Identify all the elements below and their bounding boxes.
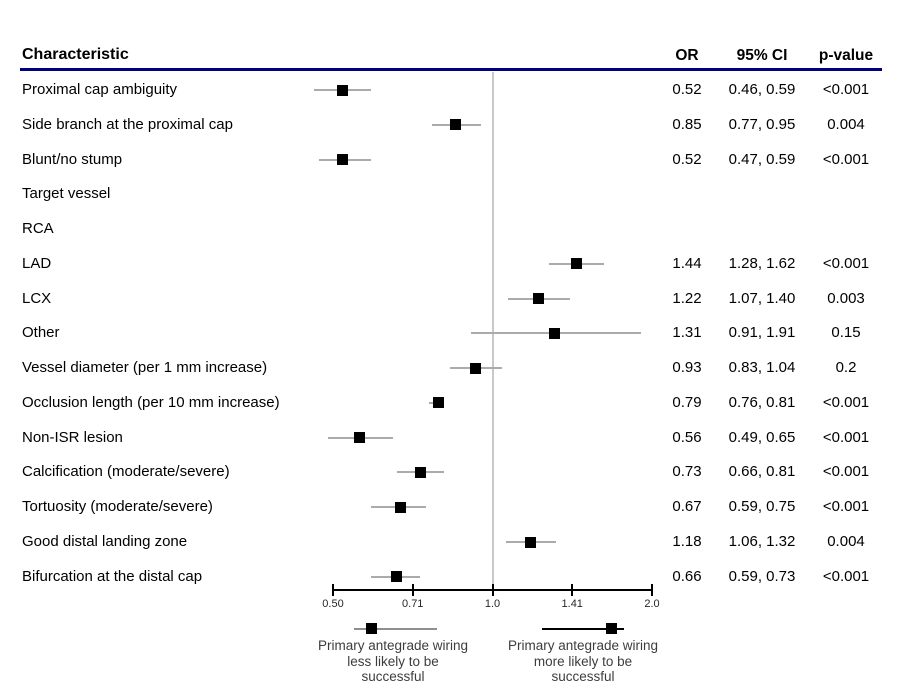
characteristic-header: Characteristic [22,46,129,63]
or-marker [336,84,348,96]
ci-value: 0.46, 0.59 [728,81,796,98]
legend-left-line [354,628,438,630]
or-marker [532,293,544,305]
ci-value: 1.06, 1.32 [728,533,796,550]
or-marker [570,258,582,270]
row-label: Non-ISR lesion [22,428,123,446]
axis-tick-label: 1.0 [484,598,501,610]
p-value: 0.2 [835,359,857,377]
p-value: <0.001 [822,428,870,446]
pvalue-header: p-value [818,47,874,64]
row-label: Blunt/no stump [22,150,123,168]
or-marker [391,571,403,583]
or-marker [353,432,365,444]
or-value: 0.66 [672,567,702,585]
row-label: Bifurcation at the distal cap [22,567,203,585]
p-value: 0.004 [827,533,865,550]
p-value: <0.001 [822,567,870,585]
row-label: Calcification (moderate/severe) [22,463,230,481]
or-value: 0.52 [672,150,702,168]
reference-line [491,72,494,590]
ci-value: 1.28, 1.62 [728,254,796,272]
row-label: Occlusion length (per 10 mm increase) [22,393,280,411]
or-value: 1.22 [672,289,702,307]
row-label: Side branch at the proximal cap [22,115,233,133]
or-marker [449,119,461,131]
row-label: LAD [22,254,52,272]
or-value: 1.44 [672,254,702,272]
or-value: 0.56 [672,428,702,446]
or-marker [414,466,426,478]
axis-tick [411,584,414,596]
axis-tick [491,584,494,596]
legend-left-text: Primary antegrade wiring less likely to … [317,638,469,684]
p-value: 0.004 [827,115,865,133]
or-value: 0.52 [672,81,702,98]
ci-value: 0.59, 0.73 [728,567,796,585]
ci-value: 0.59, 0.75 [728,498,796,516]
legend-right-line [541,628,624,630]
row-label: Tortuosity (moderate/severe) [22,498,213,516]
or-value: 0.73 [672,463,702,481]
row-label: Other [22,324,60,342]
or-value: 0.67 [672,498,702,516]
row-label: Target vessel [22,185,111,203]
p-value: <0.001 [822,463,870,481]
row-label: Vessel diameter (per 1 mm increase) [22,359,268,377]
or-marker [394,501,406,513]
axis-tick-label: 1.41 [561,598,583,610]
or-value: 1.18 [672,533,702,550]
row-label: LCX [22,289,52,307]
ci-header: 95% CI [736,47,788,64]
ci-value: 1.07, 1.40 [728,289,796,307]
p-value: <0.001 [822,81,870,98]
p-value: <0.001 [822,150,870,168]
axis-tick-label: 0.71 [402,598,424,610]
or-marker [470,362,482,374]
or-value: 0.93 [672,359,702,377]
ci-value: 0.49, 0.65 [728,428,796,446]
header-rule [20,68,882,71]
ci-value: 0.76, 0.81 [728,393,796,411]
legend-right-text: Primary antegrade wiring more likely to … [507,638,659,684]
or-value: 0.79 [672,393,702,411]
ci-value: 0.83, 1.04 [728,359,796,377]
p-value: 0.15 [831,324,861,342]
row-label: Proximal cap ambiguity [22,81,178,98]
axis-tick [571,584,574,596]
axis-tick-label: 0.50 [322,598,344,610]
or-value: 1.31 [672,324,702,342]
axis-tick-label: 2.0 [644,598,660,610]
ci-value: 0.47, 0.59 [728,150,796,168]
p-value: <0.001 [822,254,870,272]
p-value: <0.001 [822,498,870,516]
or-marker [549,327,561,339]
or-header: OR [675,47,699,64]
or-value: 0.85 [672,115,702,133]
row-label: Good distal landing zone [22,533,188,550]
ci-value: 0.77, 0.95 [728,115,796,133]
p-value: 0.003 [827,289,865,307]
or-marker [525,536,537,548]
axis-tick [651,584,653,596]
axis-tick [332,584,334,596]
legend-right-marker [606,623,618,634]
p-value: <0.001 [822,393,870,411]
row-label: RCA [22,220,54,238]
or-marker [336,154,348,166]
legend-left-marker [365,623,377,634]
ci-value: 0.66, 0.81 [728,463,796,481]
ci-value: 0.91, 1.91 [728,324,796,342]
or-marker [432,397,444,409]
